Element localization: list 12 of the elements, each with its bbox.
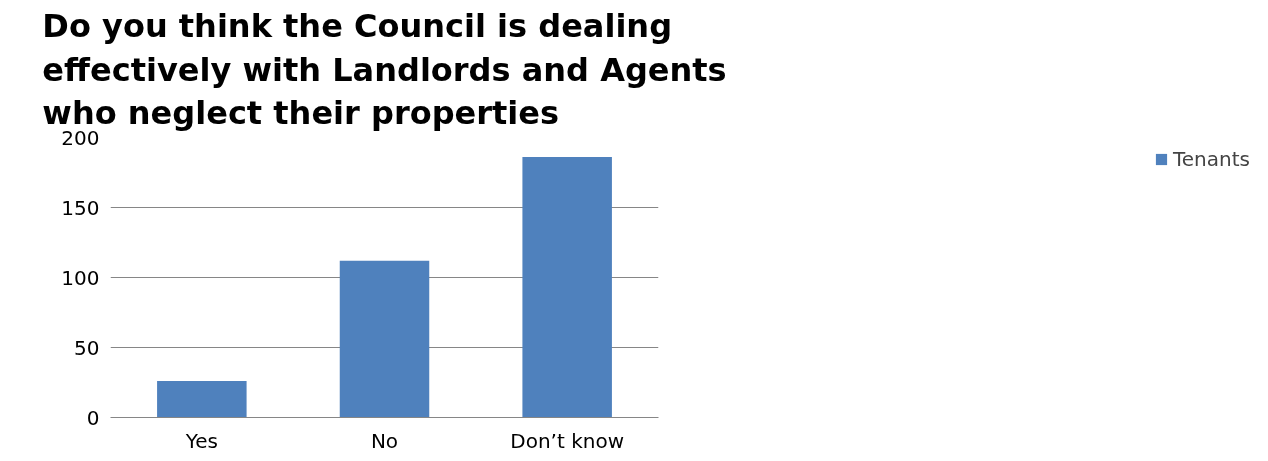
bar bbox=[522, 157, 612, 418]
bar bbox=[339, 260, 430, 418]
bar bbox=[157, 381, 247, 418]
y-tick-label: 200 bbox=[61, 125, 100, 150]
y-tick-label: 100 bbox=[61, 265, 100, 290]
y-tick-label: 50 bbox=[74, 335, 100, 360]
x-tick-label: No bbox=[370, 428, 399, 453]
x-tick-label: Don’t know bbox=[510, 428, 625, 453]
x-tick-label: Yes bbox=[184, 428, 218, 453]
y-tick-label: 0 bbox=[86, 405, 100, 430]
y-tick-label: 150 bbox=[61, 195, 100, 220]
legend-label: Tenants bbox=[1173, 147, 1250, 171]
